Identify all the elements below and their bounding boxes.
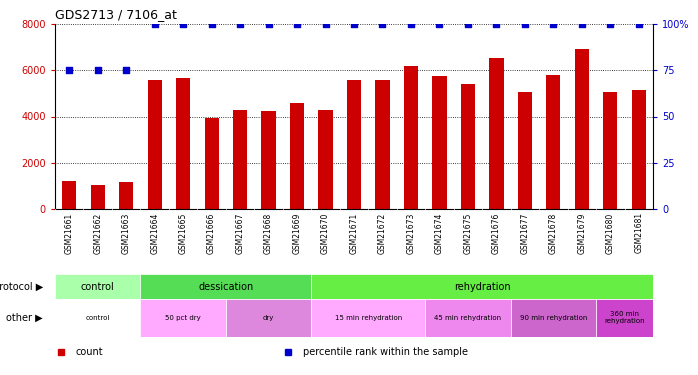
Bar: [226, 299, 311, 337]
Point: [491, 21, 502, 27]
Point: [292, 21, 303, 27]
Text: count: count: [76, 347, 103, 357]
Bar: [425, 299, 511, 337]
Text: control: control: [86, 315, 110, 321]
Bar: [233, 110, 247, 209]
Point: [519, 21, 530, 27]
Bar: [603, 92, 618, 209]
Text: GSM21664: GSM21664: [150, 212, 159, 254]
Bar: [91, 185, 105, 209]
Text: GSM21675: GSM21675: [463, 212, 473, 254]
Point: [577, 21, 588, 27]
Bar: [62, 181, 76, 209]
Text: rehydration: rehydration: [454, 282, 510, 291]
Text: control: control: [81, 282, 114, 291]
Bar: [376, 80, 389, 209]
Point: [633, 21, 644, 27]
Bar: [461, 84, 475, 209]
Bar: [432, 76, 447, 209]
Point: [320, 21, 331, 27]
Bar: [176, 78, 191, 209]
Bar: [140, 274, 311, 299]
Point: [92, 67, 103, 73]
Text: GSM21666: GSM21666: [207, 212, 216, 254]
Text: 90 min rehydration: 90 min rehydration: [519, 315, 587, 321]
Text: GSM21662: GSM21662: [94, 212, 102, 254]
Text: 50 pct dry: 50 pct dry: [165, 315, 201, 321]
Bar: [347, 80, 361, 209]
Bar: [547, 75, 560, 209]
Text: percentile rank within the sample: percentile rank within the sample: [303, 347, 468, 357]
Text: GSM21676: GSM21676: [492, 212, 501, 254]
Bar: [147, 80, 162, 209]
Text: GDS2713 / 7106_at: GDS2713 / 7106_at: [55, 9, 177, 21]
Text: 45 min rehydration: 45 min rehydration: [434, 315, 501, 321]
Text: GSM21678: GSM21678: [549, 212, 558, 254]
Text: 360 min
rehydration: 360 min rehydration: [604, 312, 645, 324]
Text: GSM21665: GSM21665: [179, 212, 188, 254]
Point: [206, 21, 217, 27]
Bar: [311, 299, 425, 337]
Point: [235, 21, 246, 27]
Bar: [290, 103, 304, 209]
Text: dessication: dessication: [198, 282, 253, 291]
Text: GSM21671: GSM21671: [350, 212, 359, 254]
Text: GSM21670: GSM21670: [321, 212, 330, 254]
Bar: [205, 118, 218, 209]
Bar: [311, 274, 653, 299]
Text: protocol ▶: protocol ▶: [0, 282, 43, 291]
Text: dry: dry: [263, 315, 274, 321]
Bar: [511, 299, 596, 337]
Text: GSM21679: GSM21679: [577, 212, 586, 254]
Text: GSM21680: GSM21680: [606, 212, 615, 254]
Text: GSM21669: GSM21669: [292, 212, 302, 254]
Point: [177, 21, 188, 27]
Text: GSM21672: GSM21672: [378, 212, 387, 254]
Text: GSM21668: GSM21668: [264, 212, 273, 254]
Point: [434, 21, 445, 27]
Bar: [596, 299, 653, 337]
Text: other ▶: other ▶: [6, 313, 43, 323]
Text: GSM21661: GSM21661: [65, 212, 74, 254]
Bar: [140, 299, 226, 337]
Text: GSM21677: GSM21677: [520, 212, 529, 254]
Point: [604, 21, 616, 27]
Text: GSM21673: GSM21673: [406, 212, 415, 254]
Point: [462, 21, 473, 27]
Bar: [119, 182, 133, 209]
Point: [377, 21, 388, 27]
Point: [348, 21, 359, 27]
Point: [64, 67, 75, 73]
Bar: [55, 299, 140, 337]
Bar: [632, 90, 646, 209]
Bar: [262, 111, 276, 209]
Point: [121, 67, 132, 73]
Bar: [518, 92, 532, 209]
Text: GSM21667: GSM21667: [236, 212, 244, 254]
Bar: [404, 66, 418, 209]
Point: [149, 21, 161, 27]
Bar: [55, 274, 140, 299]
Text: GSM21681: GSM21681: [634, 212, 644, 254]
Text: GSM21663: GSM21663: [121, 212, 131, 254]
Text: 15 min rehydration: 15 min rehydration: [334, 315, 402, 321]
Point: [263, 21, 274, 27]
Text: GSM21674: GSM21674: [435, 212, 444, 254]
Bar: [574, 50, 589, 209]
Bar: [489, 57, 503, 209]
Point: [406, 21, 417, 27]
Point: [548, 21, 559, 27]
Bar: [318, 110, 333, 209]
